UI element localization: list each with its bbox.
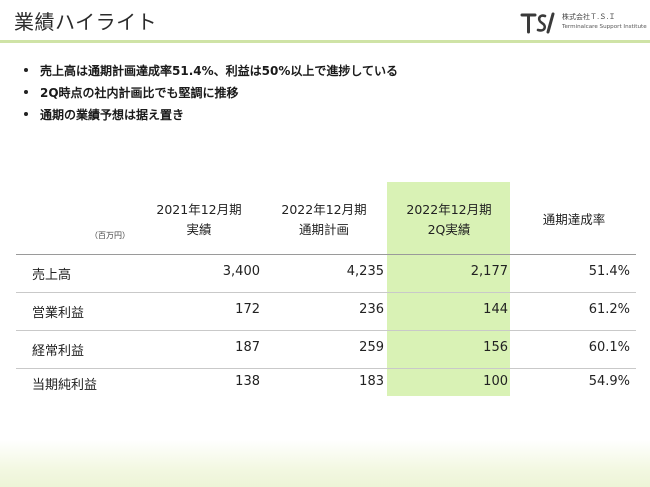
title-rule [0, 40, 650, 43]
company-name: 株式会社Ｔ.Ｓ.Ｉ [562, 13, 616, 21]
table-cell: 51.4% [588, 264, 630, 279]
table-cell: 187 [235, 340, 260, 355]
table-cell: 2,177 [470, 264, 508, 279]
slide-title: 業績ハイライト [14, 10, 158, 34]
row-label: 当期純利益 [32, 378, 98, 393]
row-label: 売上高 [32, 268, 72, 283]
table-cell: 100 [483, 374, 508, 389]
bullet-item: 2Q時点の社内計画比でも堅調に推移 [24, 84, 398, 106]
table-cell: 156 [483, 340, 508, 355]
table-cell: 4,235 [346, 264, 384, 279]
table-cell: 144 [483, 302, 508, 317]
column-header: 2022年12月期 通期計画 [281, 202, 367, 237]
bullet-item: 通期の業績予想は据え置き [24, 106, 398, 128]
unit-label: （百万円） [90, 231, 130, 240]
column-header: 2021年12月期 実績 [156, 202, 242, 237]
table-divider [16, 368, 636, 369]
table-cell: 183 [359, 374, 384, 389]
table-cell: 60.1% [588, 340, 630, 355]
column-header-highlighted: 2022年12月期 2Q実績 [406, 202, 492, 237]
footer-band [0, 440, 650, 487]
highlight-bullets: 売上高は通期計画達成率51.4%、利益は50%以上で進捗している 2Q時点の社内… [24, 62, 398, 128]
tsi-logo-icon [520, 12, 555, 34]
table-divider [16, 292, 636, 293]
table-divider [16, 330, 636, 331]
table-cell: 259 [359, 340, 384, 355]
row-label: 経常利益 [32, 344, 85, 359]
table-cell: 138 [235, 374, 260, 389]
company-logo: 株式会社Ｔ.Ｓ.Ｉ Terminalcare Support Institute [520, 10, 647, 36]
table-cell: 236 [359, 302, 384, 317]
table-cell: 54.9% [588, 374, 630, 389]
table-cell: 61.2% [588, 302, 630, 317]
bullet-item: 売上高は通期計画達成率51.4%、利益は50%以上で進捗している [24, 62, 398, 84]
highlighted-column-bg [387, 182, 510, 396]
column-header: 通期達成率 [542, 212, 606, 227]
row-label: 営業利益 [32, 306, 85, 321]
table-cell: 172 [235, 302, 260, 317]
company-subtitle: Terminalcare Support Institute [562, 24, 647, 30]
table-cell: 3,400 [222, 264, 260, 279]
table-divider [16, 254, 636, 255]
